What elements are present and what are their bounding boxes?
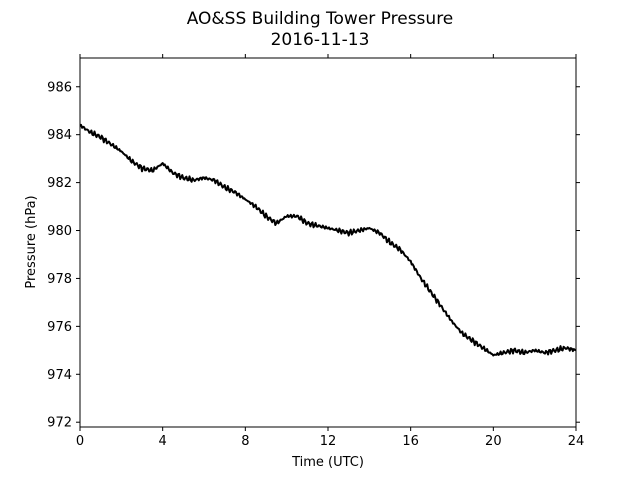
x-tick-label: 24 (568, 434, 585, 449)
x-axis-label: Time (UTC) (291, 455, 364, 470)
y-tick-label: 980 (47, 224, 72, 239)
chart-title: AO&SS Building Tower Pressure (187, 9, 454, 29)
y-tick-label: 978 (47, 272, 72, 287)
chart-subtitle: 2016-11-13 (271, 30, 370, 50)
x-tick-label: 12 (320, 434, 337, 449)
x-tick-label: 20 (485, 434, 502, 449)
y-tick-label: 982 (47, 176, 72, 191)
x-tick-label: 4 (159, 434, 167, 449)
x-axis: 0 4 8 12 16 20 24 (76, 54, 584, 449)
x-tick-label: 0 (76, 434, 84, 449)
y-tick-label: 972 (47, 416, 72, 431)
y-tick-label: 986 (47, 80, 72, 95)
pressure-series-line (79, 123, 577, 357)
x-tick-label: 16 (402, 434, 419, 449)
y-tick-label: 976 (47, 320, 72, 335)
plot-frame (79, 57, 577, 428)
y-axis-label: Pressure (hPa) (24, 195, 39, 288)
x-tick-label: 8 (241, 434, 249, 449)
y-axis: 972 974 976 978 980 982 984 986 (47, 80, 580, 431)
y-tick-label: 984 (47, 128, 72, 143)
y-tick-label: 974 (47, 368, 72, 383)
